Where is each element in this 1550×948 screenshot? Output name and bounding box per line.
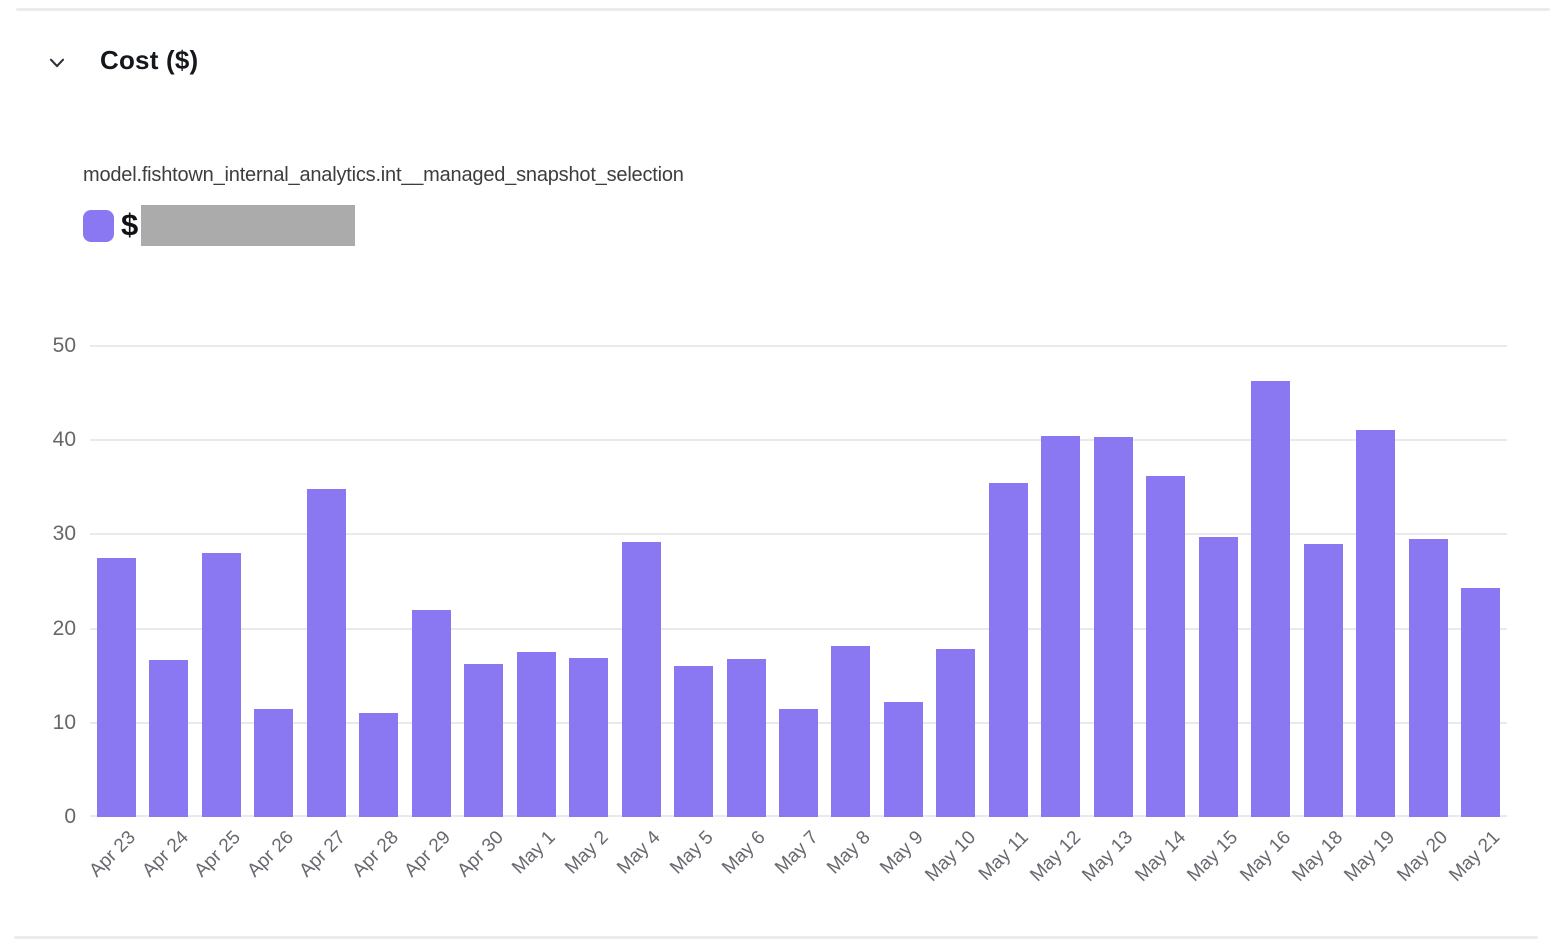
gridline-20 [90, 627, 1507, 630]
x-axis-label-apr-25: Apr 25 [190, 827, 246, 882]
x-axis-label-may-13: May 13 [1078, 827, 1138, 886]
bar-may-16[interactable] [1251, 380, 1291, 817]
x-axis-label-may-4: May 4 [613, 827, 665, 879]
x-axis-label-may-16: May 16 [1235, 827, 1295, 886]
bar-may-15[interactable] [1198, 537, 1238, 817]
x-axis-label-may-19: May 19 [1340, 827, 1400, 886]
bar-may-14[interactable] [1146, 476, 1186, 817]
x-axis-label-may-18: May 18 [1288, 827, 1348, 886]
y-axis-label-40: 40 [52, 428, 76, 452]
x-axis-label-apr-27: Apr 27 [295, 827, 351, 882]
bar-may-1[interactable] [516, 652, 556, 817]
bar-may-7[interactable] [779, 708, 818, 817]
x-axis-label-may-2: May 2 [560, 827, 613, 879]
y-axis-label-30: 30 [52, 522, 76, 546]
y-axis-label-20: 20 [52, 616, 76, 640]
x-axis-label-apr-30: Apr 30 [453, 827, 508, 882]
x-axis-label-may-11: May 11 [974, 827, 1033, 885]
x-axis-label-may-9: May 9 [875, 827, 928, 879]
x-axis-label-may-7: May 7 [770, 827, 823, 879]
x-axis-label-may-20: May 20 [1393, 827, 1453, 886]
x-axis-label-may-12: May 12 [1025, 827, 1085, 886]
bar-may-9[interactable] [883, 702, 923, 817]
legend-value-prefix: $ [121, 207, 139, 242]
bar-apr-29[interactable] [411, 609, 451, 817]
bar-apr-26[interactable] [254, 708, 294, 817]
chevron-down-icon[interactable] [46, 52, 68, 74]
bar-may-6[interactable] [726, 658, 766, 817]
x-axis-label-apr-24: Apr 24 [138, 827, 193, 882]
bar-may-10[interactable] [936, 649, 976, 817]
panel-title: Cost ($) [100, 45, 199, 75]
top-divider [16, 8, 1550, 11]
bar-may-4[interactable] [621, 541, 661, 817]
bar-apr-23[interactable] [96, 557, 136, 817]
x-axis-label-may-21: May 21 [1445, 827, 1505, 886]
y-axis-label-0: 0 [64, 805, 76, 828]
series-title: model.fishtown_internal_analytics.int__m… [83, 164, 684, 186]
gridline-40 [90, 439, 1507, 442]
bar-may-11[interactable] [988, 482, 1028, 817]
bar-may-13[interactable] [1093, 437, 1133, 817]
x-axis-label-may-10: May 10 [920, 827, 980, 886]
legend-value-redacted [141, 205, 355, 246]
gridline-50 [90, 345, 1507, 347]
bar-apr-24[interactable] [149, 659, 189, 817]
y-axis-label-50: 50 [52, 334, 76, 357]
bottom-divider [14, 936, 1538, 939]
x-axis-label-may-15: May 15 [1183, 827, 1243, 886]
x-axis-label-apr-23: Apr 23 [85, 827, 141, 882]
x-axis-label-apr-29: Apr 29 [400, 827, 455, 882]
bar-may-2[interactable] [569, 657, 609, 817]
x-axis-label-apr-26: Apr 26 [243, 827, 298, 882]
bar-may-21[interactable] [1461, 588, 1501, 817]
y-axis-label-10: 10 [52, 710, 76, 734]
bar-apr-25[interactable] [201, 553, 241, 817]
bar-apr-28[interactable] [359, 713, 399, 817]
x-axis-label-may-8: May 8 [823, 827, 875, 879]
bar-may-12[interactable] [1041, 435, 1081, 817]
x-axis-label-may-5: May 5 [665, 827, 718, 879]
x-axis-label-may-1: May 1 [508, 827, 560, 879]
bar-may-8[interactable] [831, 645, 871, 817]
bar-may-19[interactable] [1356, 429, 1396, 817]
bar-apr-27[interactable] [306, 489, 346, 817]
bar-apr-30[interactable] [464, 664, 504, 817]
bar-may-18[interactable] [1303, 543, 1343, 817]
bar-may-20[interactable] [1408, 539, 1448, 817]
legend-swatch [83, 210, 114, 242]
x-axis-label-may-14: May 14 [1130, 827, 1190, 886]
x-axis-label-apr-28: Apr 28 [348, 827, 403, 882]
gridline-30 [90, 533, 1507, 536]
bar-chart: 0 10 20 30 40 50 Apr 23 Apr 24 Apr 25 Apr 26 Apr 2… [53, 334, 1507, 886]
x-axis-label-may-6: May 6 [718, 827, 770, 879]
bar-may-5[interactable] [674, 666, 714, 817]
